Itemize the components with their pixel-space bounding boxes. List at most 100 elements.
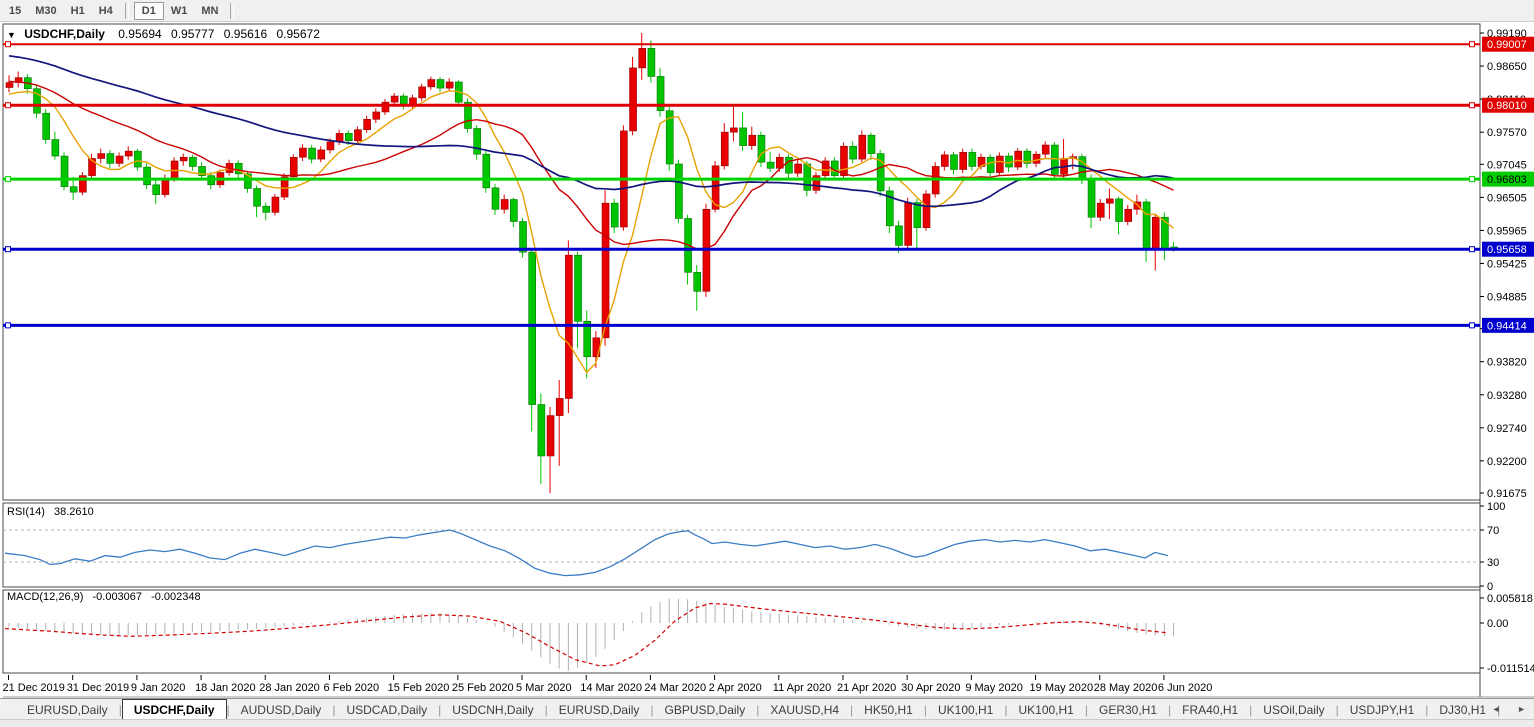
tab-usdcad-daily[interactable]: USDCAD,Daily [346, 702, 428, 717]
hline-handle[interactable] [1469, 102, 1475, 109]
tab-hk50-h1[interactable]: HK50,H1 [864, 702, 913, 717]
hline-handle[interactable] [5, 102, 11, 109]
hline-handle[interactable] [5, 176, 11, 183]
date-tick-label[interactable]: 9 May 2020 [965, 682, 1022, 694]
period-button-H1[interactable]: H1 [70, 4, 85, 17]
chart-panel[interactable] [2, 589, 1481, 674]
candle [821, 160, 830, 176]
candle [546, 415, 555, 457]
candle [803, 163, 812, 191]
timeframe-toolbar: 15 M30 H1 H4 D1 W1 MN [0, 0, 1534, 22]
candle [555, 398, 564, 416]
price-tick-label: 0.97570 [1487, 127, 1527, 139]
period-button-15[interactable]: 15 [9, 4, 22, 17]
date-tick-label[interactable]: 5 Mar 2020 [516, 682, 572, 694]
candle [519, 221, 527, 253]
candle [968, 152, 977, 167]
date-tick-label[interactable]: 19 May 2020 [1030, 682, 1094, 694]
candle [986, 156, 995, 173]
tab-gbpusd-daily[interactable]: GBPUSD,Daily [664, 702, 746, 717]
candle [840, 145, 848, 176]
period-button-MN[interactable]: MN [201, 4, 219, 17]
date-tick-label[interactable]: 21 Apr 2020 [837, 682, 896, 694]
date-tick-label[interactable]: 18 Jan 2020 [195, 682, 256, 694]
hline-handle[interactable] [5, 322, 11, 329]
date-tick-label[interactable]: 2 Apr 2020 [709, 682, 762, 694]
tab-ger30-h1[interactable]: GER30,H1 [1098, 702, 1158, 717]
symbol-dropdown-icon[interactable]: ▼ [7, 30, 16, 40]
candle [143, 166, 151, 186]
hline-handle[interactable] [5, 246, 11, 253]
tab-scroll-arrows: ◄ ► [1478, 704, 1526, 714]
candle [491, 187, 500, 210]
period-button-M30[interactable]: M30 [35, 4, 57, 17]
date-tick-label[interactable]: 30 Apr 2020 [901, 682, 960, 694]
macd-signal-value: -0.002348 [151, 591, 201, 603]
candle [289, 156, 298, 178]
rsi-label: RSI(14) 38.2610 [7, 506, 100, 518]
tab-separator: | [1004, 702, 1008, 717]
tab-usdjpy-h1[interactable]: USDJPY,H1 [1349, 702, 1415, 717]
candle [675, 163, 683, 219]
date-tick-label[interactable]: 6 Jun 2020 [1158, 682, 1212, 694]
candle [867, 134, 876, 154]
date-tick-label[interactable]: 6 Feb 2020 [323, 682, 379, 694]
date-tick-label[interactable]: 28 Jan 2020 [259, 682, 320, 694]
tab-separator: | [544, 702, 548, 717]
date-tick-label[interactable]: 25 Feb 2020 [452, 682, 514, 694]
period-button-H4[interactable]: H4 [98, 4, 113, 17]
candle [354, 129, 362, 142]
tab-dj30-h1[interactable]: DJ30,H1 [1439, 702, 1487, 717]
candle [500, 199, 509, 210]
candle [381, 101, 390, 113]
tab-usdcnh-daily[interactable]: USDCNH,Daily [452, 702, 534, 717]
date-tick-label[interactable]: 28 May 2020 [1094, 682, 1158, 694]
hline-handle[interactable] [1469, 176, 1475, 183]
date-tick-label[interactable]: 21 Dec 2019 [3, 682, 65, 694]
hline-handle[interactable] [1469, 322, 1475, 329]
tab-xauusd-h4[interactable]: XAUUSD,H4 [770, 702, 840, 717]
tab-fra40-h1[interactable]: FRA40,H1 [1182, 702, 1239, 717]
date-tick-label[interactable]: 11 Apr 2020 [773, 682, 832, 694]
tab-usdchf-daily[interactable]: USDCHF,Daily [121, 699, 227, 720]
tab-uk100-h1[interactable]: UK100,H1 [1018, 702, 1074, 717]
period-button-D1[interactable]: D1 [133, 1, 164, 20]
candle [97, 153, 105, 159]
tab-audusd-daily[interactable]: AUDUSD,Daily [240, 702, 322, 717]
tab-eurusd-daily[interactable]: EURUSD,Daily [27, 702, 108, 717]
tab-usoil-daily[interactable]: USOil,Daily [1263, 702, 1325, 717]
tab-separator: | [1425, 702, 1429, 717]
date-tick-label[interactable]: 14 Mar 2020 [580, 682, 642, 694]
candle [1124, 208, 1133, 222]
hline-handle[interactable] [1469, 41, 1475, 48]
candle [308, 147, 316, 160]
candle [647, 48, 656, 77]
hline-handle[interactable] [1469, 246, 1475, 253]
date-tick-label[interactable]: 24 Mar 2020 [644, 682, 706, 694]
date-tick-label[interactable]: 9 Jan 2020 [131, 682, 185, 694]
candle [922, 193, 931, 228]
tab-uk100-h1[interactable]: UK100,H1 [937, 702, 994, 717]
tab-eurusd-daily[interactable]: EURUSD,Daily [558, 702, 640, 717]
chart-symbol: USDCHF,Daily [24, 27, 105, 41]
ohlc-close: 0.95672 [276, 27, 320, 41]
rsi-tick-label: 0 [1487, 581, 1493, 593]
chart-panel[interactable] [2, 23, 1481, 501]
candle [876, 153, 885, 192]
candle [977, 156, 986, 167]
hline-handle[interactable] [5, 41, 11, 48]
candle [895, 225, 903, 246]
price-tick-label: 0.91675 [1487, 488, 1527, 500]
price-tick-label: 0.98650 [1487, 61, 1527, 73]
candle [583, 321, 592, 358]
price-badge-label: 0.99007 [1487, 39, 1527, 51]
tab-separator: | [332, 702, 336, 717]
date-tick-label[interactable]: 15 Feb 2020 [388, 682, 450, 694]
period-button-W1[interactable]: W1 [170, 4, 188, 17]
tab-scroll-left-icon[interactable]: ◄ [1491, 704, 1501, 714]
tab-scroll-right-icon[interactable]: ► [1517, 704, 1526, 714]
date-tick-label[interactable]: 31 Dec 2019 [67, 682, 129, 694]
candle [60, 155, 69, 187]
price-tick-label: 0.92200 [1487, 456, 1527, 468]
